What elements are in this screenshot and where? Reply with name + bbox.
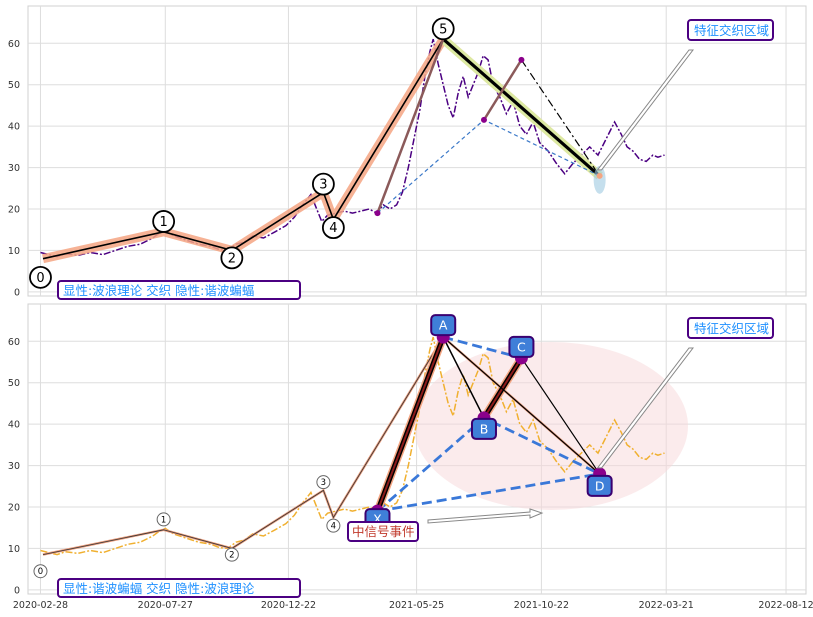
wave-label: 1: [161, 515, 166, 525]
bot-y-tick-label: 0: [14, 585, 20, 596]
harmonic-point: [518, 56, 525, 63]
xabcd-label: A: [439, 318, 448, 333]
top-y-tick-label: 30: [8, 163, 20, 174]
x-tick-label: 2021-10-22: [514, 600, 569, 611]
wave-label-circle: [224, 547, 239, 562]
wave-label-circle: [29, 265, 52, 289]
harmonic-point: [374, 210, 381, 217]
harmonic-dashdot-line: [520, 59, 601, 177]
wave-label-circle: [321, 216, 345, 240]
wave-label-circle: [152, 210, 176, 233]
top-y-tick-label: 0: [14, 287, 20, 298]
cd-line: [520, 357, 601, 475]
wave-label-circle: [431, 17, 455, 41]
signal-arrow: [427, 508, 544, 524]
bot-y-tick-label: 50: [8, 378, 20, 389]
signal-label: 中信号事件: [352, 524, 415, 539]
top-legend: 显性:波浪理论 交织 隐性:谐波蝙蝠: [63, 283, 254, 298]
bottom-legend-box: [57, 578, 301, 598]
wave-label-circle: [220, 246, 244, 270]
xa-inner-line: [376, 336, 445, 512]
x-tick-label: 2021-05-25: [389, 600, 444, 611]
wave-label-circle: [316, 475, 331, 490]
top-y-tick-label: 10: [8, 246, 20, 257]
bot-plot-area: [40, 330, 688, 556]
wave-label: 3: [319, 178, 327, 193]
xd-dashed-line: [377, 472, 600, 513]
wave5-bold-line: [442, 37, 601, 178]
wave-label-circle: [156, 512, 171, 527]
xabcd-label: C: [517, 339, 526, 354]
x-tick-label: 2020-02-28: [13, 600, 68, 611]
ad-line: [442, 336, 600, 475]
wave-label: 1: [159, 215, 167, 230]
wave-label: 0: [38, 567, 43, 577]
xabcd-label: B: [480, 421, 489, 436]
wave-label-circle: [33, 564, 48, 579]
wave-label: 2: [229, 551, 234, 561]
top-legend-box: [57, 280, 301, 300]
wave-label: 3: [321, 478, 326, 488]
wave-label: 4: [329, 221, 337, 236]
x-tick-label: 2022-03-21: [639, 600, 694, 611]
top-y-tick-label: 40: [8, 122, 20, 133]
top-y-tick-label: 60: [8, 39, 20, 50]
price-line: [40, 38, 665, 258]
bc-inner-line: [483, 357, 523, 419]
bot-y-tick-label: 30: [8, 461, 20, 472]
price-line: [40, 336, 665, 556]
ab-line: [442, 336, 485, 419]
x-tick-label: 2022-08-12: [758, 600, 813, 611]
bottom-legend: 显性:谐波蝙蝠 交织 隐性:波浪理论: [63, 581, 255, 596]
top-y-tick-label: 20: [8, 205, 20, 216]
x-tick-label: 2020-07-27: [138, 600, 193, 611]
wave-label: 2: [228, 251, 236, 266]
x-axis: 2020-02-28 2020-07-27 2020-12-22 2021-05-25…: [13, 600, 813, 611]
xabcd-label-box: [430, 314, 457, 337]
harmonic-bc-line: [482, 59, 523, 121]
end-zone-marker: [593, 165, 606, 194]
bot-y-tick-label: 40: [8, 420, 20, 431]
annotation-box: [687, 19, 774, 41]
annotation-box: [687, 317, 774, 339]
wave-label-circle: [326, 518, 341, 533]
harmonic-xa-line: [376, 38, 445, 214]
xabcd-label-box: [586, 474, 613, 497]
bot-y-tick-label: 20: [8, 503, 20, 514]
x-tick-label: 2020-12-22: [261, 600, 316, 611]
harmonic-point: [480, 116, 487, 123]
annotation-label: 特征交织区域: [694, 321, 769, 336]
signal-box: [347, 521, 419, 542]
xabcd-label-box: [508, 335, 535, 358]
top-panel: 0 10 20 30 40 50 60 0 1 2 3 4 5 显性:波浪理论 交织 隐性:谐波蝙蝠 特征交…: [8, 5, 807, 300]
annotation-arrow: [596, 49, 695, 171]
annotation-label: 特征交织区域: [694, 23, 769, 38]
pattern-zone: [414, 342, 688, 510]
bot-y-tick-label: 10: [8, 544, 20, 555]
annotation-arrow: [596, 347, 695, 469]
wave-label: 0: [36, 271, 44, 286]
bot-y-tick-label: 60: [8, 337, 20, 348]
wave-label: 4: [331, 522, 336, 532]
xabcd-label: X: [373, 512, 382, 527]
xabcd-label-box: [470, 417, 497, 440]
wave-label-circle: [311, 172, 335, 196]
xabcd-label: D: [595, 478, 605, 493]
ac-dashed-line: [442, 335, 522, 360]
end-point: [596, 172, 603, 179]
top-y-tick-label: 50: [8, 80, 20, 91]
wave-label: 5: [439, 22, 447, 37]
